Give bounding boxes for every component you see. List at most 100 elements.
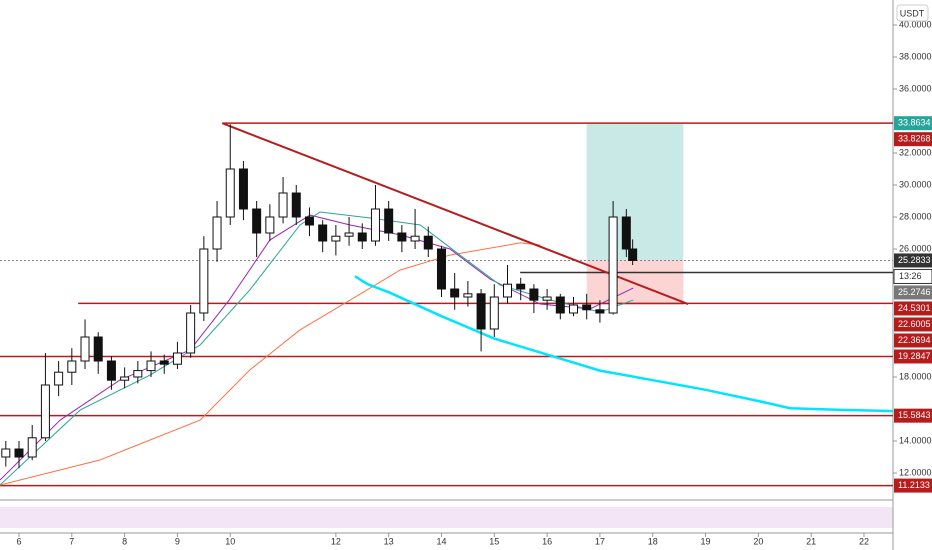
price-tag [894, 301, 932, 316]
price-tag [894, 408, 932, 423]
price-tag-label: 25.2746 [898, 287, 931, 297]
price-tag [894, 253, 932, 268]
x-tick-label: 17 [595, 536, 605, 546]
price-tag [894, 285, 932, 300]
y-tick-label: 40.0000 [899, 19, 932, 29]
candle-body [27, 437, 37, 458]
candle-body [621, 216, 631, 250]
rsi-band [0, 507, 893, 528]
candle-body [502, 283, 512, 298]
y-tick-label: 28.0000 [899, 211, 932, 221]
candle-body [146, 360, 156, 372]
candle-body [304, 216, 314, 226]
y-tick-label: 32.0000 [899, 147, 932, 157]
x-tick-label: 20 [753, 536, 763, 546]
price-tag-label: 24.5301 [898, 303, 931, 313]
price-tag-label: 25.2833 [898, 255, 931, 265]
candle-body [595, 309, 605, 314]
candle-body [318, 224, 328, 242]
indicator-line [0, 242, 541, 486]
y-tick-label: 18.0000 [899, 371, 932, 381]
candle-body [516, 283, 526, 290]
x-tick-label: 12 [331, 536, 341, 546]
price-tag [894, 317, 932, 332]
candle-body [397, 232, 407, 242]
candle-body [133, 370, 143, 378]
candle-body [331, 235, 341, 242]
candle-body [120, 376, 130, 381]
price-tag [894, 478, 932, 493]
x-tick-label: 6 [17, 536, 22, 546]
x-tick-label: 18 [648, 536, 658, 546]
countdown-tag [893, 268, 932, 284]
price-tag-label: 11.2133 [898, 480, 930, 490]
candle-body [569, 304, 579, 314]
candle-body [291, 192, 301, 218]
candle-body [80, 336, 90, 362]
candle-body [252, 208, 262, 234]
candle-body [172, 352, 182, 365]
x-tick-label: 9 [175, 536, 180, 546]
candle-body [93, 336, 103, 362]
position-target [586, 123, 684, 261]
price-tag [894, 333, 932, 348]
price-tag-label: 33.8268 [898, 134, 931, 144]
candle-body [357, 232, 367, 242]
price-axis: 12.0000 14.0000 18.0000 26.0000 28.0000 30.00… [893, 19, 932, 493]
candle-body [212, 216, 222, 250]
indicator-line [0, 211, 634, 486]
candle-body [238, 168, 248, 210]
x-tick-label: 13 [384, 536, 394, 546]
y-tick-label: 26.0000 [899, 243, 932, 253]
x-tick-label: 21 [806, 536, 816, 546]
plot [0, 122, 894, 487]
x-tick-label: 10 [225, 536, 235, 546]
candle-body [555, 296, 565, 314]
x-tick-label: 19 [701, 536, 711, 546]
x-tick-label: 14 [436, 536, 446, 546]
price-tag-label: 22.6005 [898, 319, 931, 329]
candle-body [582, 304, 592, 311]
candle-body [14, 448, 24, 458]
price-tag [894, 349, 932, 364]
candle-body [344, 232, 354, 237]
candle-body [476, 293, 486, 330]
candle-body [450, 288, 460, 298]
y-tick-label: 38.0000 [899, 51, 932, 61]
currency: USDT [900, 8, 925, 18]
candle-body [608, 216, 618, 314]
candle-body [54, 371, 64, 386]
y-tick-label: 12.0000 [899, 467, 932, 477]
candle-body [436, 248, 446, 290]
candle-body [225, 168, 235, 218]
candle-body [423, 235, 433, 250]
candle-body [159, 360, 169, 365]
candle-body [542, 296, 552, 301]
candle-body [410, 235, 420, 242]
y-tick-label: 30.0000 [899, 179, 932, 189]
price-tag-label: 15.5843 [898, 410, 931, 420]
candle-body [265, 216, 275, 234]
y-tick-label: 36.0000 [899, 83, 932, 93]
candle-body [489, 296, 499, 330]
candle-body [529, 288, 539, 301]
indicator-line [354, 275, 894, 413]
candle-body [278, 192, 288, 218]
x-tick-label: 8 [122, 536, 127, 546]
x-tick-label: 7 [69, 536, 74, 546]
candle-body [199, 248, 209, 314]
candle-body [40, 384, 50, 439]
price-tag [894, 116, 932, 131]
currency-box [896, 4, 929, 22]
price-tag [894, 132, 932, 147]
candle-body [628, 248, 638, 261]
candle-body [463, 293, 473, 298]
price-tag-label: 22.3694 [898, 335, 931, 345]
countdown: 13:26 [899, 271, 922, 281]
candle-body [186, 312, 196, 354]
price-tag-label: 19.2847 [898, 351, 931, 361]
candle-body [384, 208, 394, 234]
x-tick-label: 22 [859, 536, 869, 546]
y-tick-label: 14.0000 [899, 435, 932, 445]
